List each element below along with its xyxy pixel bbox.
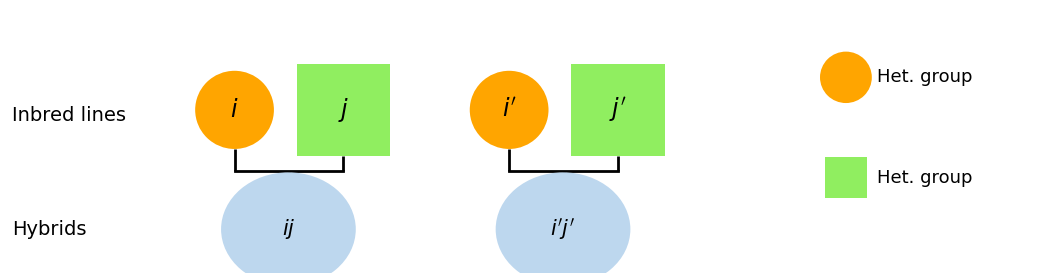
Text: $ij$: $ij$	[282, 217, 295, 241]
Text: Het. group: Het. group	[877, 68, 973, 86]
Text: $i'$: $i'$	[502, 98, 516, 122]
Text: $j'$: $j'$	[609, 96, 627, 124]
Ellipse shape	[195, 71, 274, 149]
Ellipse shape	[496, 172, 631, 274]
Bar	[297, 64, 390, 156]
Text: Hybrids: Hybrids	[11, 220, 86, 239]
Ellipse shape	[820, 52, 872, 103]
Ellipse shape	[221, 172, 355, 274]
Bar	[571, 64, 665, 156]
Text: Inbred lines: Inbred lines	[11, 106, 126, 125]
Text: $i'j'$: $i'j'$	[551, 216, 576, 242]
Bar	[825, 157, 867, 198]
Text: $i$: $i$	[231, 98, 239, 122]
Ellipse shape	[470, 71, 549, 149]
Text: $j$: $j$	[338, 96, 349, 124]
Text: Het. group: Het. group	[877, 169, 973, 187]
